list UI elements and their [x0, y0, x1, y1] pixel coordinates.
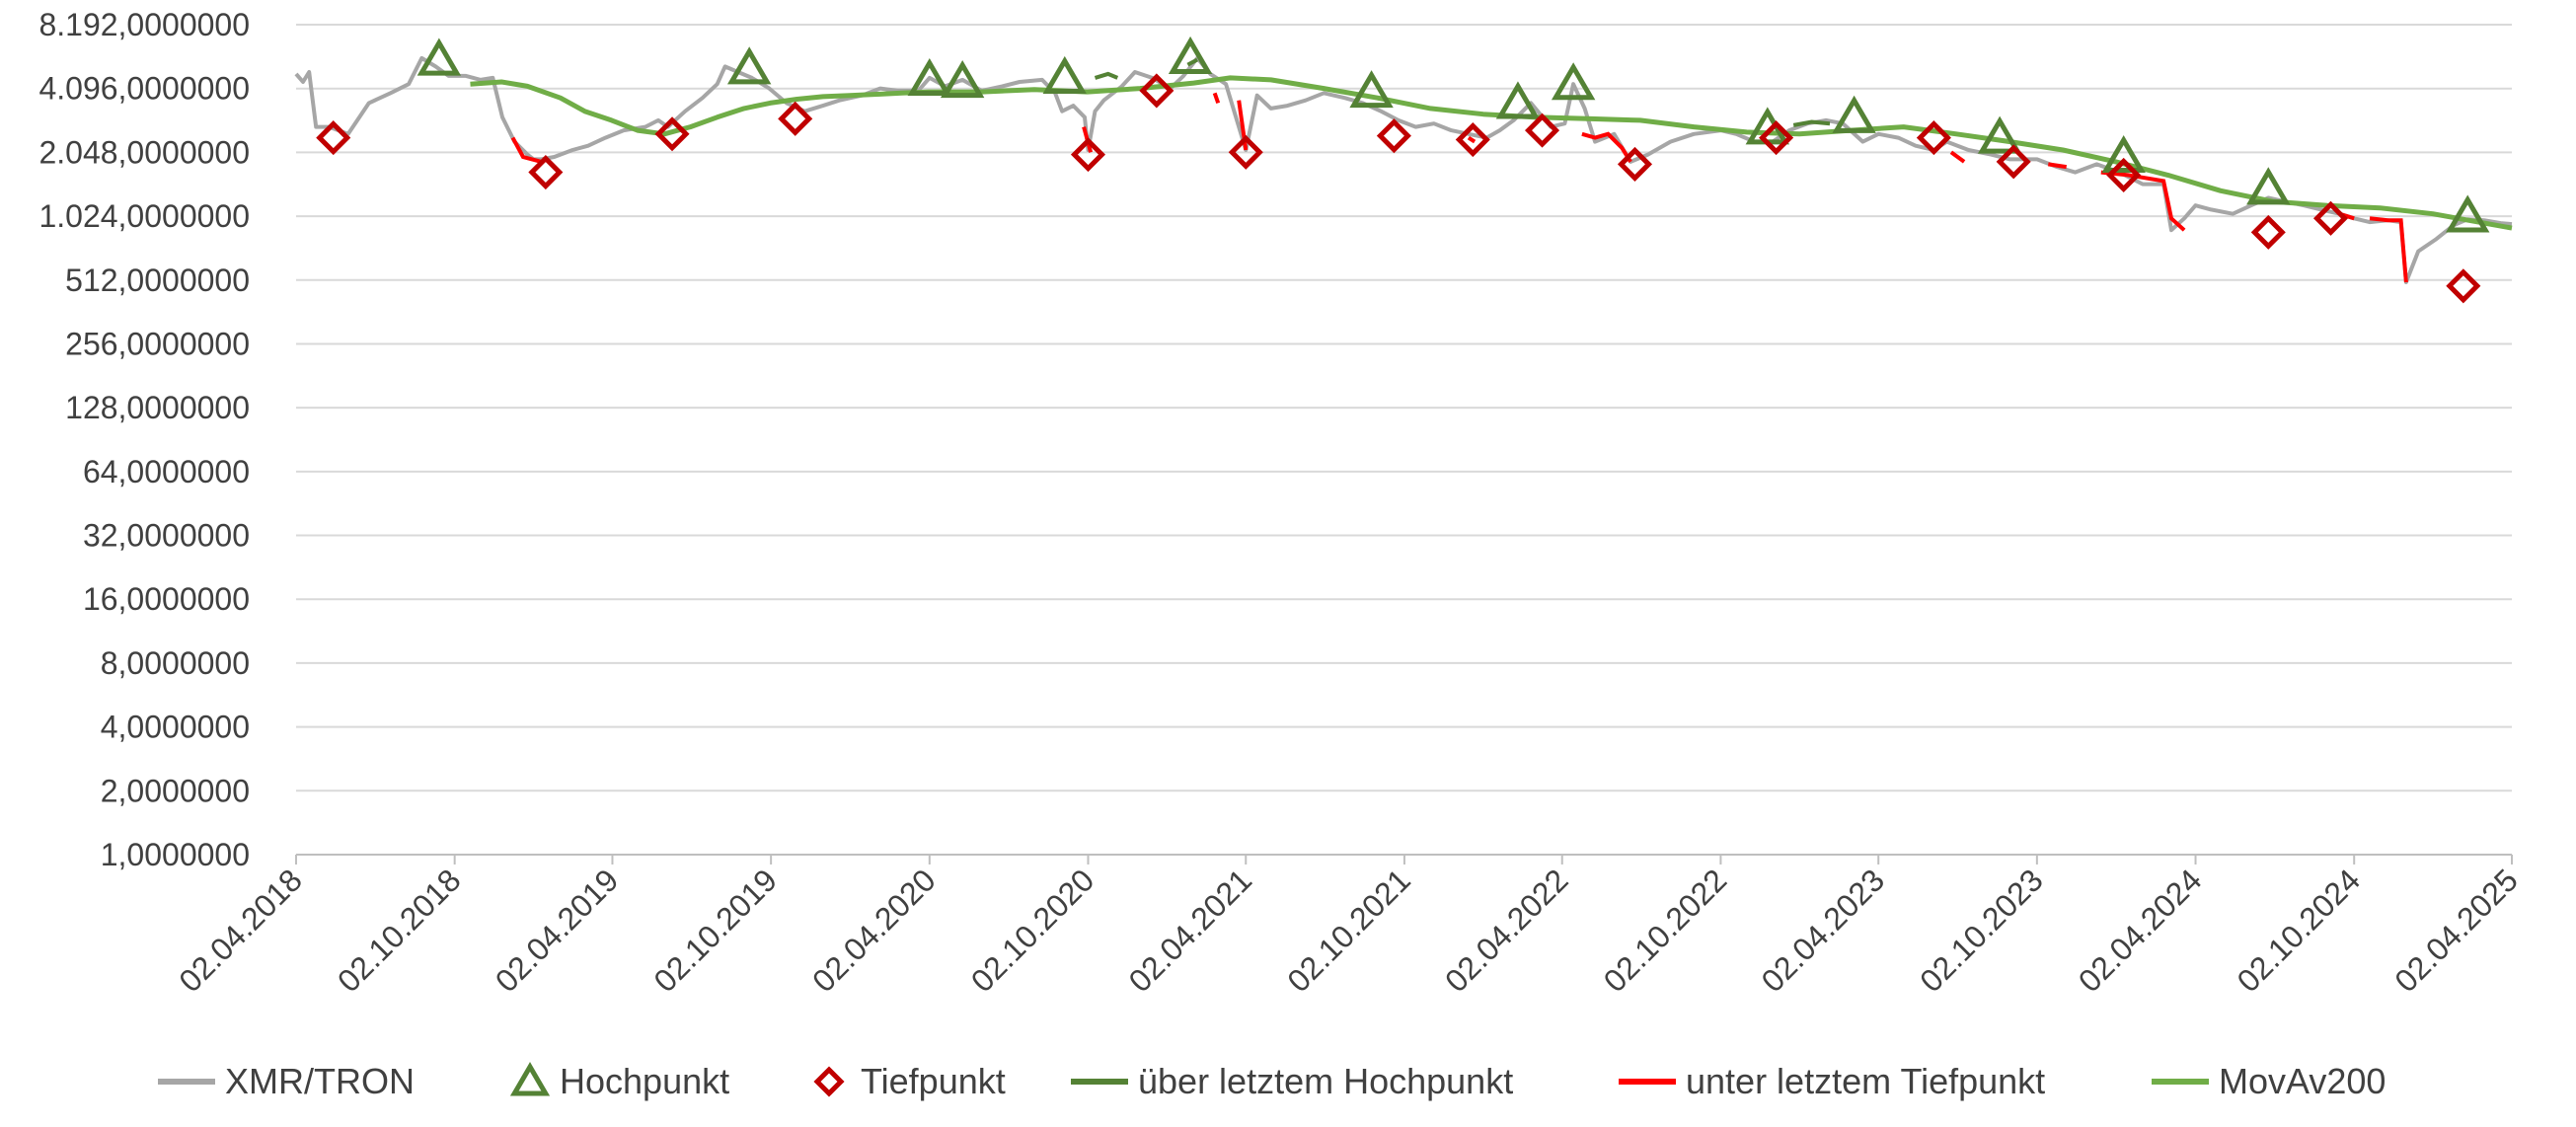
gridlines: [296, 24, 2512, 792]
below-low-segment: [2369, 216, 2408, 283]
y-tick-label: 4.096,0000000: [38, 71, 250, 107]
y-tick-label: 8.192,0000000: [38, 7, 250, 42]
legend: XMR/TRON Hochpunkt Tiefpunkt über letztem H…: [158, 1061, 2386, 1101]
high-point-marker: [726, 46, 772, 85]
below-low-segment: [1212, 92, 1221, 105]
high-point-marker: [1168, 36, 1213, 74]
x-tick-label: 02.10.2019: [646, 862, 784, 999]
low-point-marker: [654, 116, 690, 152]
high-point-marker: [2446, 194, 2490, 233]
price-line: [294, 55, 2513, 284]
low-point-marker: [316, 120, 351, 156]
y-tick-labels: 1,0000000 2,0000000 4,0000000 8,0000000 16,0…: [38, 7, 250, 872]
x-tick-label: 02.04.2022: [1438, 862, 1575, 999]
x-tick-label: 02.04.2021: [1122, 862, 1259, 999]
markers: [316, 36, 2490, 304]
low-point-marker: [1376, 118, 1411, 154]
axes: [295, 854, 2513, 864]
low-point-marker: [2312, 200, 2349, 236]
high-point-marker: [907, 57, 952, 97]
legend-diamond-icon: [813, 1066, 845, 1097]
above-high-segment: [1186, 57, 1199, 67]
y-tick-label: 32,0000000: [83, 518, 250, 554]
legend-item-price: XMR/TRON: [158, 1061, 415, 1101]
low-point-marker: [1916, 120, 1951, 156]
legend-label: MovAv200: [2219, 1061, 2386, 1101]
y-tick-label: 512,0000000: [65, 263, 250, 298]
x-tick-labels: 02.04.2018 02.10.2018 02.04.2019 02.10.2019…: [172, 862, 2525, 999]
below-low-segment: [1581, 131, 1632, 163]
x-tick-label: 02.04.2025: [2387, 862, 2525, 999]
legend-item-below-low: unter letztem Tiefpunkt: [1619, 1061, 2045, 1101]
y-tick-label: 1.024,0000000: [38, 198, 250, 234]
high-point-marker: [2246, 167, 2291, 205]
high-point-marker: [1977, 115, 2022, 154]
low-point-marker: [1455, 122, 1490, 158]
above-high-segment: [1094, 71, 1119, 80]
below-low-segment: [510, 136, 543, 164]
x-tick-label: 02.04.2019: [489, 862, 626, 999]
y-tick-label: 128,0000000: [65, 390, 250, 425]
x-tick-label: 02.04.2018: [172, 862, 309, 999]
high-point-marker: [1495, 81, 1541, 119]
y-tick-label: 4,0000000: [101, 710, 250, 745]
below-low-segment: [2100, 170, 2186, 232]
x-tick-label: 02.10.2020: [964, 862, 1101, 999]
y-tick-label: 2,0000000: [101, 773, 250, 808]
low-point-marker: [1996, 144, 2031, 180]
low-point-marker: [1617, 146, 1653, 182]
low-point-marker: [2106, 157, 2142, 192]
legend-label: XMR/TRON: [225, 1061, 415, 1101]
low-point-marker: [528, 155, 564, 190]
low-point-marker: [2250, 214, 2286, 250]
x-tick-label: 02.10.2018: [331, 862, 468, 999]
y-tick-label: 1,0000000: [101, 837, 250, 872]
x-tick-label: 02.04.2020: [805, 862, 943, 999]
x-tick-label: 02.10.2024: [2230, 862, 2367, 999]
above-high-segment: [1792, 119, 1831, 127]
high-point-marker: [1349, 70, 1394, 109]
high-point-marker: [2101, 134, 2146, 174]
legend-label: Tiefpunkt: [861, 1061, 1006, 1101]
low-point-marker: [778, 101, 813, 136]
below-low-segment: [1949, 150, 1966, 164]
legend-label: Hochpunkt: [560, 1061, 729, 1101]
high-point-marker: [1042, 55, 1087, 94]
legend-item-above-high: über letztem Hochpunkt: [1071, 1061, 1513, 1101]
y-tick-label: 16,0000000: [83, 581, 250, 617]
below-low-segment: [1467, 135, 1477, 144]
movav200-line: [470, 75, 2513, 231]
legend-triangle-icon: [509, 1062, 551, 1096]
x-tick-label: 02.10.2022: [1597, 862, 1734, 999]
low-point-marker: [1228, 134, 1263, 170]
high-point-marker: [417, 38, 462, 76]
y-tick-label: 256,0000000: [65, 326, 250, 361]
x-tick-label: 02.04.2024: [2072, 862, 2209, 999]
legend-label: über letztem Hochpunkt: [1138, 1061, 1513, 1101]
high-point-marker: [1551, 62, 1596, 101]
high-point-marker: [940, 60, 985, 99]
low-point-marker: [1759, 120, 1794, 156]
low-point-marker: [1070, 137, 1106, 173]
legend-label: unter letztem Tiefpunkt: [1686, 1061, 2045, 1101]
high-point-marker: [1832, 95, 1876, 133]
x-tick-label: 02.10.2021: [1280, 862, 1417, 999]
series: [294, 55, 2513, 284]
x-tick-label: 02.10.2023: [1913, 862, 2050, 999]
low-point-marker: [2446, 268, 2481, 304]
below-low-segment: [2048, 162, 2067, 170]
x-tick-label: 02.04.2023: [1754, 862, 1891, 999]
legend-item-low-marker: Tiefpunkt: [813, 1061, 1006, 1101]
low-point-marker: [1139, 73, 1174, 109]
legend-item-high-marker: Hochpunkt: [509, 1061, 729, 1101]
y-tick-label: 64,0000000: [83, 454, 250, 489]
y-tick-label: 2.048,0000000: [38, 134, 250, 170]
low-point-marker: [1525, 113, 1560, 148]
legend-item-movav: MovAv200: [2152, 1061, 2386, 1101]
y-tick-label: 8,0000000: [101, 645, 250, 681]
